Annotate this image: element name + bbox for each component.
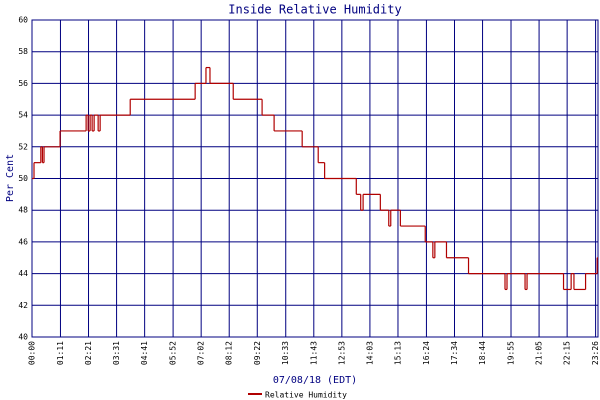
x-tick-label: 01:11 bbox=[56, 341, 65, 365]
x-tick-label: 08:12 bbox=[225, 341, 234, 365]
x-tick-label: 09:22 bbox=[253, 341, 262, 365]
y-tick-label: 58 bbox=[18, 47, 28, 56]
x-tick-label: 21:05 bbox=[535, 341, 544, 365]
legend-label: Relative Humidity bbox=[265, 391, 347, 400]
y-tick-label: 46 bbox=[18, 237, 28, 246]
y-axis-label: Per Cent bbox=[5, 154, 16, 202]
x-tick-label: 19:55 bbox=[507, 341, 516, 365]
chart-title: Inside Relative Humidity bbox=[228, 3, 401, 17]
x-axis-label: 07/08/18 (EDT) bbox=[273, 375, 357, 386]
y-tick-label: 56 bbox=[18, 79, 28, 88]
y-tick-label: 40 bbox=[18, 333, 28, 342]
y-tick-label: 48 bbox=[18, 206, 28, 215]
y-tick-label: 52 bbox=[18, 142, 28, 151]
y-tick-label: 42 bbox=[18, 301, 28, 310]
x-tick-label: 14:03 bbox=[365, 341, 374, 365]
x-tick-label: 15:13 bbox=[393, 341, 402, 365]
x-tick-label: 04:41 bbox=[140, 341, 149, 365]
x-tick-label: 05:52 bbox=[169, 341, 178, 365]
x-tick-label: 07:02 bbox=[197, 341, 206, 365]
x-tick-label: 10:33 bbox=[281, 341, 290, 365]
y-tick-label: 50 bbox=[18, 174, 28, 183]
x-tick-label: 22:15 bbox=[563, 341, 572, 365]
x-tick-label: 16:24 bbox=[422, 341, 431, 365]
x-tick-label: 18:44 bbox=[478, 341, 487, 365]
y-tick-label: 44 bbox=[18, 269, 28, 278]
y-tick-label: 54 bbox=[18, 111, 28, 120]
x-tick-label: 02:21 bbox=[84, 341, 93, 365]
x-tick-label: 17:34 bbox=[450, 341, 459, 365]
x-tick-label: 11:43 bbox=[309, 341, 318, 365]
x-tick-label: 23:26 bbox=[591, 341, 600, 365]
x-tick-label: 12:53 bbox=[337, 341, 346, 365]
x-tick-label: 03:31 bbox=[112, 341, 121, 365]
y-tick-label: 60 bbox=[18, 16, 28, 25]
x-tick-label: 00:00 bbox=[28, 341, 37, 365]
